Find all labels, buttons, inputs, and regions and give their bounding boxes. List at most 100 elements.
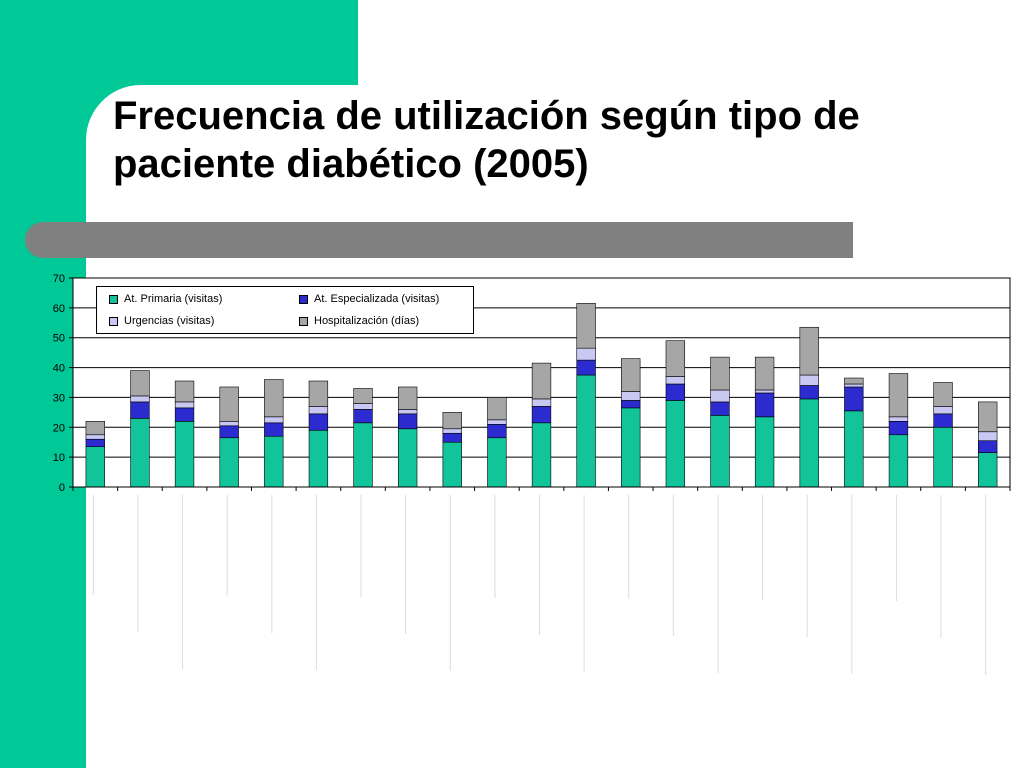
bar-segment-urgencias <box>531 398 552 407</box>
bar-segment-especializada <box>576 359 596 376</box>
bar-segment-urgencias <box>264 416 284 424</box>
bar-segment-especializada <box>130 401 150 419</box>
bar-segment-hospitalizacion <box>665 340 686 377</box>
bar-segment-especializada <box>442 432 462 443</box>
legend-label-urgencias: Urgencias (visitas) <box>124 315 215 327</box>
bar-segment-primaria <box>442 441 462 488</box>
y-tick-label: 70 <box>53 273 65 285</box>
legend-item-hospitalizacion: Hospitalización (días) <box>299 314 419 328</box>
bar-segment-hospitalizacion <box>888 373 909 418</box>
bar-segment-urgencias <box>442 428 462 434</box>
bar-segment-hospitalizacion <box>353 388 373 404</box>
bar-segment-primaria <box>844 410 864 488</box>
bar-segment-primaria <box>130 418 150 488</box>
bar-segment-urgencias <box>888 416 909 422</box>
bar-segment-hospitalizacion <box>174 380 195 403</box>
y-tick-label: 30 <box>53 392 65 404</box>
bar-segment-urgencias <box>397 409 418 415</box>
bar-segment-primaria <box>487 437 507 488</box>
bar-segment-primaria <box>710 415 730 488</box>
bar-segment-urgencias <box>710 389 730 403</box>
bar-segment-primaria <box>531 422 552 488</box>
bar-segment-especializada <box>621 400 641 409</box>
bar-segment-especializada <box>174 407 195 422</box>
bar-segment-urgencias <box>219 421 239 427</box>
bar-segment-hospitalizacion <box>85 421 105 436</box>
y-tick-label: 0 <box>59 482 65 494</box>
bar-segment-hospitalizacion <box>621 358 641 392</box>
bar-segment-especializada <box>219 425 239 439</box>
bar-segment-hospitalizacion <box>933 382 953 407</box>
legend-label-especializada: At. Especializada (visitas) <box>314 293 440 305</box>
bar-segment-primaria <box>799 398 819 488</box>
bar-segment-hospitalizacion <box>754 356 775 391</box>
legend-item-urgencias: Urgencias (visitas) <box>109 314 214 328</box>
bar-segment-urgencias <box>576 347 596 361</box>
bar-segment-urgencias <box>799 374 819 386</box>
bar-segment-urgencias <box>844 383 864 388</box>
bar-segment-hospitalizacion <box>308 380 329 407</box>
bar-segment-primaria <box>933 426 953 488</box>
bar-segment-primaria <box>621 407 641 488</box>
bar-segment-especializada <box>844 386 864 412</box>
bar-segment-primaria <box>219 437 239 488</box>
bar-segment-hospitalizacion <box>531 362 552 400</box>
bar-segment-urgencias <box>353 403 373 410</box>
bar-segment-primaria <box>174 421 195 488</box>
bar-segment-especializada <box>531 406 552 424</box>
bar-segment-especializada <box>933 413 953 428</box>
bar-segment-primaria <box>576 374 596 488</box>
bar-segment-especializada <box>799 385 819 400</box>
bar-segment-hospitalizacion <box>219 386 239 422</box>
title-divider-bar <box>25 222 853 258</box>
bar-segment-hospitalizacion <box>978 401 998 433</box>
bar-segment-urgencias <box>933 406 953 415</box>
bar-segment-urgencias <box>621 391 641 401</box>
bar-segment-primaria <box>397 428 418 488</box>
bar-segment-urgencias <box>85 434 105 440</box>
bar-segment-primaria <box>85 446 105 488</box>
bar-segment-hospitalizacion <box>264 379 284 418</box>
legend-swatch-urgencias <box>109 316 118 326</box>
bar-segment-especializada <box>353 409 373 424</box>
bar-segment-hospitalizacion <box>844 377 864 385</box>
bar-segment-urgencias <box>130 395 150 403</box>
bar-segment-especializada <box>85 438 105 447</box>
bar-segment-especializada <box>888 421 909 436</box>
bar-segment-especializada <box>978 440 998 453</box>
bar-segment-urgencias <box>754 389 775 394</box>
bar-segment-urgencias <box>978 431 998 442</box>
background-green-stripe <box>0 0 86 768</box>
bar-segment-hospitalizacion <box>576 303 596 349</box>
bar-segment-primaria <box>353 422 373 488</box>
bar-segment-especializada <box>665 383 686 401</box>
bar-segment-especializada <box>754 392 775 418</box>
bar-segment-hospitalizacion <box>710 356 730 391</box>
bar-segment-hospitalizacion <box>130 370 150 397</box>
legend-swatch-hospitalizacion <box>299 316 308 326</box>
bar-segment-urgencias <box>487 419 507 425</box>
bar-segment-hospitalizacion <box>442 412 462 430</box>
bar-segment-hospitalizacion <box>487 397 507 421</box>
bar-segment-especializada <box>308 413 329 431</box>
bar-segment-especializada <box>487 423 507 439</box>
bar-segment-primaria <box>978 452 998 488</box>
legend-item-especializada: At. Especializada (visitas) <box>299 292 439 306</box>
chart-legend: At. Primaria (visitas) At. Especializada… <box>96 286 474 334</box>
bar-segment-especializada <box>264 422 284 437</box>
bar-segment-urgencias <box>174 401 195 409</box>
bar-segment-especializada <box>397 413 418 430</box>
legend-label-hospitalizacion: Hospitalización (días) <box>314 315 420 327</box>
bar-segment-primaria <box>888 434 909 488</box>
y-tick-label: 10 <box>53 452 65 464</box>
y-tick-label: 60 <box>53 303 65 315</box>
y-tick-label: 50 <box>53 333 65 345</box>
bar-segment-primaria <box>754 416 775 488</box>
bar-segment-primaria <box>308 429 329 488</box>
y-tick-label: 20 <box>53 422 65 434</box>
legend-item-primaria: At. Primaria (visitas) <box>109 292 222 306</box>
bar-segment-urgencias <box>308 406 329 415</box>
bar-segment-hospitalizacion <box>799 326 819 376</box>
slide-title: Frecuencia de utilización según tipo de … <box>113 94 860 186</box>
